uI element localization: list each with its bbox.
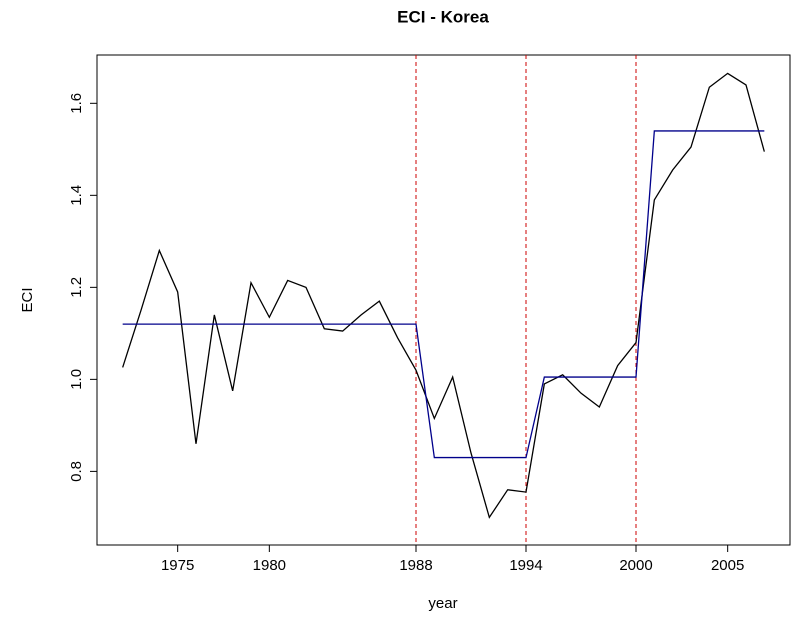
y-axis-label: ECI	[19, 287, 36, 312]
y-tick-label: 1.4	[68, 185, 85, 206]
y-tick-label: 1.0	[68, 369, 85, 390]
x-tick-label: 2005	[711, 557, 744, 574]
plot-frame	[96, 54, 791, 546]
x-tick-label: 1980	[253, 557, 286, 574]
x-tick-label: 1988	[399, 557, 432, 574]
x-tick-label: 1975	[161, 557, 194, 574]
x-tick-label: 1994	[509, 557, 542, 574]
x-tick-label: 2000	[619, 557, 652, 574]
series-line	[122, 130, 765, 459]
y-tick-label: 0.8	[68, 461, 85, 482]
series-line	[122, 72, 765, 519]
chart-title: ECI - Korea	[397, 7, 489, 26]
y-tick-label: 1.2	[68, 277, 85, 298]
y-tick-label: 1.6	[68, 93, 85, 114]
x-axis-label: year	[428, 595, 457, 612]
